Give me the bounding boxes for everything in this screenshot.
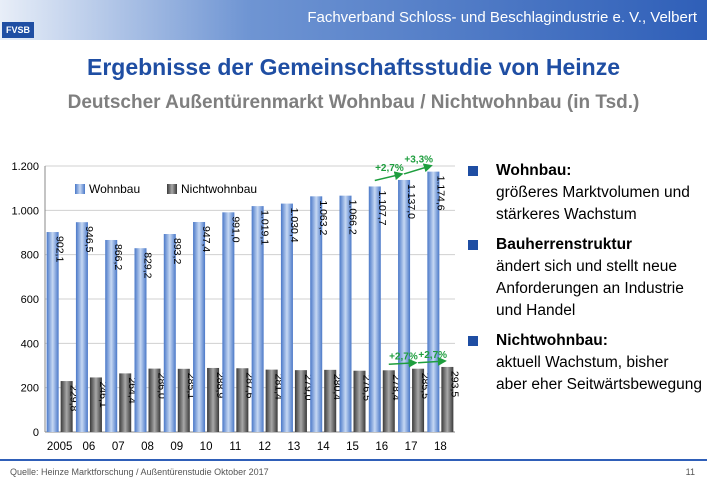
x-tick-label: 17 [405,441,418,453]
nichtwohnbau-bar [441,366,454,432]
organization-name: Fachverband Schloss- und Beschlagindustr… [307,9,697,26]
x-tick-label: 14 [317,441,330,453]
nichtwohnbau-bar [148,368,161,432]
wohnbau-value-label: 829,2 [142,252,154,278]
bullet-heading: Wohnbau: [496,162,572,179]
y-tick-label: 600 [21,294,39,306]
nichtwohnbau-bar [294,370,307,432]
wohnbau-value-label: 1.137,0 [405,184,417,219]
bullet-item: Wohnbau: größeres Marktvolumen und stärk… [468,160,703,226]
bullet-item: Nichtwohnbau: aktuell Wachstum, bisher a… [468,330,703,396]
y-tick-label: 200 [21,383,39,395]
growth-arrow [374,171,404,182]
nichtwohnbau-bar [207,367,220,432]
wohnbau-bar [368,186,381,432]
nichtwohnbau-bar [119,373,132,432]
y-tick-label: 0 [33,427,39,439]
x-tick-label: 16 [375,441,388,453]
x-tick-label: 09 [170,441,183,453]
x-tick-label: 10 [200,441,213,453]
bullet-text: aktuell Wachstum, bisher aber eher Seitw… [496,354,702,393]
footer-divider [0,459,707,461]
wohnbau-value-label: 991,0 [229,216,241,242]
wohnbau-bar [222,212,235,432]
bullet-item: Bauherrenstruktur ändert sich und stellt… [468,234,703,322]
wohnbau-value-label: 1.107,7 [376,190,388,225]
nichtwohnbau-bar [382,370,395,432]
nichtwohnbau-bar [60,381,73,432]
wohnbau-bar [339,195,352,432]
bullet-square-icon [468,336,478,346]
y-tick-label: 1.000 [11,205,39,217]
bullet-square-icon [468,166,478,176]
bar-chart: 02004006008001.0001.200902,1229,82005946… [11,155,460,453]
fvsb-logo: FVSB [2,22,34,38]
nichtwohnbau-bar [412,368,425,432]
wohnbau-bar [46,232,59,432]
legend-swatch-wohnbau [75,184,85,194]
wohnbau-bar [75,222,88,432]
x-tick-label: 11 [229,441,241,453]
nichtwohnbau-bar [324,369,337,432]
bullet-square-icon [468,240,478,250]
x-tick-label: 15 [346,441,359,453]
bullet-heading: Bauherrenstruktur [496,236,633,253]
bullet-list: Wohnbau: größeres Marktvolumen und stärk… [468,160,703,404]
header-bar: FVSB Fachverband Schloss- und Beschlagin… [0,0,707,40]
wohnbau-value-label: 866,2 [112,244,124,270]
y-tick-label: 1.200 [11,161,39,173]
growth-label: +2,7% [375,163,404,174]
legend-swatch-nichtwohnbau [167,184,177,194]
page-number: 11 [685,467,695,477]
growth-arrow [418,356,447,366]
legend-label-wohnbau: Wohnbau [89,182,140,196]
wohnbau-bar [280,203,293,432]
legend-label-nichtwohnbau: Nichtwohnbau [181,182,257,196]
growth-arrow [388,358,418,368]
x-tick-label: 06 [83,441,96,453]
nichtwohnbau-bar [265,369,278,432]
wohnbau-value-label: 893,2 [171,238,183,264]
wohnbau-value-label: 1.066,2 [347,200,359,235]
x-tick-label: 2005 [47,441,73,453]
wohnbau-bar [251,206,264,432]
nichtwohnbau-bar [177,368,190,432]
wohnbau-value-label: 947,4 [200,226,212,252]
wohnbau-value-label: 1.174,6 [434,176,446,211]
source-note: Quelle: Heinze Marktforschung / Außentür… [10,467,269,477]
x-tick-label: 07 [112,441,125,453]
wohnbau-bar [134,248,147,432]
wohnbau-bar [163,234,176,432]
nichtwohnbau-bar [236,368,249,432]
nichtwohnbau-value-label: 293,5 [448,371,460,397]
growth-label: +2,7% [389,352,418,363]
wohnbau-bar [398,179,411,432]
growth-arrow [403,163,433,175]
nichtwohnbau-bar [353,370,366,432]
x-tick-label: 08 [141,441,154,453]
wohnbau-value-label: 1.030,4 [288,208,300,243]
bullet-heading: Nichtwohnbau: [496,332,608,349]
nichtwohnbau-bar [89,377,102,432]
wohnbau-value-label: 946,5 [83,226,95,252]
wohnbau-value-label: 1.063,2 [317,200,329,235]
x-tick-label: 13 [288,441,301,453]
wohnbau-value-label: 1.019,1 [259,210,271,245]
bullet-text: größeres Marktvolumen und stärkeres Wach… [496,184,690,223]
wohnbau-bar [193,221,206,432]
y-tick-label: 800 [21,250,39,262]
slide-subtitle: Deutscher Außentürenmarkt Wohnbau / Nich… [67,92,640,113]
wohnbau-bar [105,239,118,432]
x-tick-label: 18 [434,441,447,453]
bullet-text: ändert sich und stellt neue Anforderunge… [496,258,684,319]
growth-label: +2,7% [418,350,447,361]
wohnbau-bar [310,196,323,432]
y-tick-label: 400 [21,338,39,350]
x-tick-label: 12 [258,441,271,453]
wohnbau-value-label: 902,1 [54,236,66,262]
growth-label: +3,3% [404,155,433,166]
slide-title: Ergebnisse der Gemeinschaftsstudie von H… [87,54,620,80]
wohnbau-bar [427,171,440,432]
